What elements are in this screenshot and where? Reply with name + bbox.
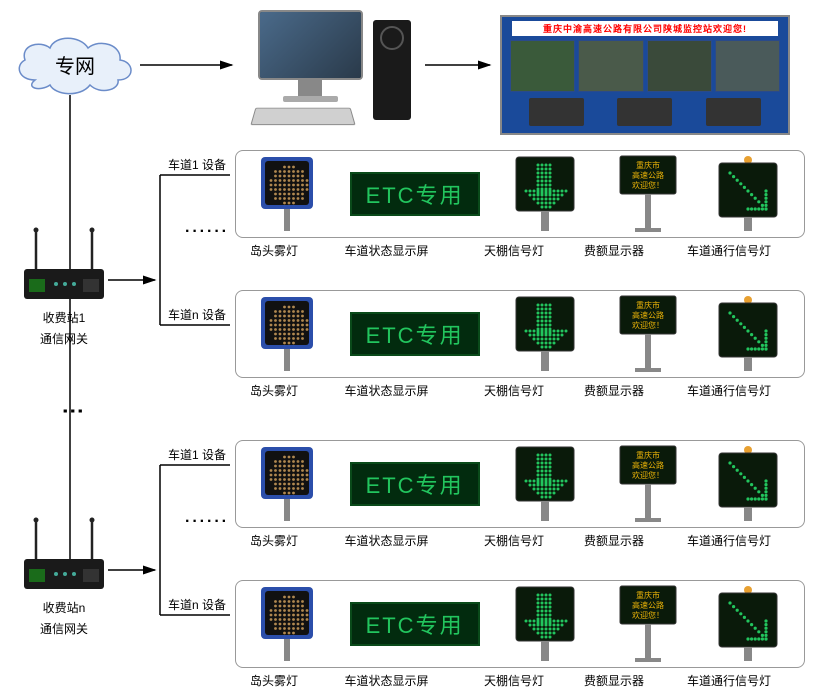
fog-light-icon: [259, 295, 315, 374]
svg-text:高速公路: 高速公路: [632, 310, 664, 320]
lane-row-3: ETC专用 重庆市 高速公路 欢迎您！ 岛头雾灯 车道状态显示屏 天棚信号灯 费…: [235, 580, 805, 689]
svg-text:欢迎您！: 欢迎您！: [632, 320, 664, 330]
traffic-signal-icon: [715, 585, 781, 664]
overhead-signal-icon: [514, 155, 576, 234]
traffic-label: 车道通行信号灯: [664, 532, 794, 549]
svg-text:欢迎您！: 欢迎您！: [632, 180, 664, 190]
control-room-banner: 重庆中渝高速公路有限公司陕城监控站欢迎您!: [512, 21, 778, 36]
fee-label: 费额显示器: [564, 242, 664, 259]
fee-display-icon: 重庆市 高速公路 欢迎您！: [610, 154, 680, 235]
control-room: 重庆中渝高速公路有限公司陕城监控站欢迎您!: [500, 15, 790, 135]
fee-display-icon: 重庆市 高速公路 欢迎您！: [610, 444, 680, 525]
vertical-ellipsis: ⋮: [60, 400, 86, 420]
gateway-n: 收费站n 通信网关: [18, 515, 110, 637]
traffic-signal-icon: [715, 295, 781, 374]
fog-label: 岛头雾灯: [239, 532, 309, 549]
fog-label: 岛头雾灯: [239, 382, 309, 399]
status-label: 车道状态显示屏: [309, 242, 464, 259]
gateway-n-title-l1: 收费站n: [18, 599, 110, 616]
lane-ellipsis-0: ······: [185, 223, 229, 241]
svg-text:高速公路: 高速公路: [632, 170, 664, 180]
overhead-signal-icon: [514, 295, 576, 374]
svg-text:重庆市: 重庆市: [636, 300, 660, 310]
etc-screen-icon: ETC专用: [350, 172, 480, 216]
fog-label: 岛头雾灯: [239, 242, 309, 259]
gateway-1: 收费站1 通信网关: [18, 225, 110, 347]
svg-text:欢迎您！: 欢迎您！: [632, 470, 664, 480]
overhead-label: 天棚信号灯: [464, 532, 564, 549]
svg-text:欢迎您！: 欢迎您！: [632, 610, 664, 620]
traffic-signal-icon: [715, 155, 781, 234]
fee-display-icon: 重庆市 高速公路 欢迎您！: [610, 584, 680, 665]
cloud-label: 专网: [10, 50, 140, 79]
lane-ellipsis-1: ······: [185, 513, 229, 531]
etc-screen-icon: ETC专用: [350, 462, 480, 506]
fog-light-icon: [259, 445, 315, 524]
status-label: 车道状态显示屏: [309, 382, 464, 399]
overhead-signal-icon: [514, 445, 576, 524]
fog-light-icon: [259, 155, 315, 234]
svg-text:高速公路: 高速公路: [632, 600, 664, 610]
svg-text:重庆市: 重庆市: [636, 450, 660, 460]
etc-screen-icon: ETC专用: [350, 312, 480, 356]
lane-label-1: 车道n 设备: [168, 306, 238, 323]
svg-text:高速公路: 高速公路: [632, 460, 664, 470]
lane-row-1: ETC专用 重庆市 高速公路 欢迎您！ 岛头雾灯 车道状态显示屏 天棚信号灯 费…: [235, 290, 805, 399]
private-network-cloud: 专网: [10, 30, 140, 100]
gateway-n-title-l2: 通信网关: [18, 620, 110, 637]
fee-label: 费额显示器: [564, 532, 664, 549]
svg-text:重庆市: 重庆市: [636, 590, 660, 600]
fee-display-icon: 重庆市 高速公路 欢迎您！: [610, 294, 680, 375]
etc-screen-icon: ETC专用: [350, 602, 480, 646]
lane-label-3: 车道n 设备: [168, 596, 238, 613]
traffic-signal-icon: [715, 445, 781, 524]
status-label: 车道状态显示屏: [309, 532, 464, 549]
overhead-signal-icon: [514, 585, 576, 664]
traffic-label: 车道通行信号灯: [664, 382, 794, 399]
overhead-label: 天棚信号灯: [464, 382, 564, 399]
gateway-1-title-l2: 通信网关: [18, 330, 110, 347]
lane-label-0: 车道1 设备: [168, 156, 238, 173]
fog-light-icon: [259, 585, 315, 664]
lane-row-0: ETC专用 重庆市 高速公路 欢迎您！ 岛头雾灯 车道状态显示屏 天棚信号灯 费…: [235, 150, 805, 259]
workstation: [238, 10, 418, 128]
gateway-1-title-l1: 收费站1: [18, 309, 110, 326]
svg-text:重庆市: 重庆市: [636, 160, 660, 170]
overhead-label: 天棚信号灯: [464, 242, 564, 259]
lane-row-2: ETC专用 重庆市 高速公路 欢迎您！ 岛头雾灯 车道状态显示屏 天棚信号灯 费…: [235, 440, 805, 549]
fee-label: 费额显示器: [564, 382, 664, 399]
traffic-label: 车道通行信号灯: [664, 242, 794, 259]
lane-label-2: 车道1 设备: [168, 446, 238, 463]
